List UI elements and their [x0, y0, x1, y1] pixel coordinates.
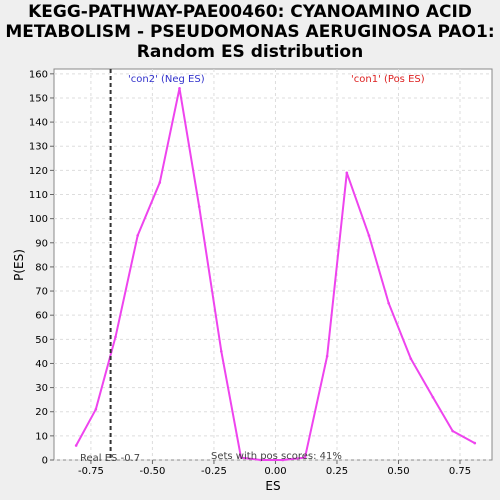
y-tick-label: 20	[35, 407, 48, 418]
data-point	[409, 357, 413, 360]
title-line-1: KEGG-PATHWAY-PAE00460: CYANOAMINO ACID	[28, 2, 472, 22]
data-point	[220, 350, 223, 353]
x-tick-label: 0.00	[264, 466, 286, 477]
data-point	[303, 456, 307, 459]
series-group	[74, 87, 477, 462]
y-tick-label: 10	[35, 431, 48, 442]
y-tick-label: 140	[29, 118, 48, 129]
pos-scores-label: Sets with pos scores: 41%	[211, 451, 342, 462]
es-distribution-line	[75, 87, 476, 461]
chart-title: KEGG-PATHWAY-PAE00460: CYANOAMINO ACID M…	[0, 2, 500, 62]
plot-area	[53, 68, 493, 461]
y-tick-label: 50	[35, 335, 48, 346]
title-line-2: METABOLISM - PSEUDOMONAS AERUGINOSA PAO1…	[5, 22, 495, 42]
data-point	[239, 456, 243, 459]
x-tick-label: -0.50	[139, 466, 165, 477]
x-tick-label: 0.25	[326, 466, 348, 477]
real-es-label: Real ES -0.7	[80, 453, 140, 464]
data-point	[451, 429, 454, 433]
data-point	[158, 181, 162, 184]
grid-lines	[54, 69, 492, 461]
data-point	[136, 234, 139, 237]
x-axis-label: ES	[265, 479, 280, 493]
y-tick-label: 90	[35, 238, 48, 249]
data-point	[431, 395, 435, 399]
x-tick-label: -0.25	[201, 466, 227, 477]
x-tick-label: -0.75	[78, 466, 104, 477]
y-tick-label: 130	[29, 142, 48, 153]
y-tick-label: 100	[29, 214, 48, 225]
data-point	[367, 234, 371, 237]
y-tick-label: 30	[35, 383, 48, 394]
y-axis: 0 10 20 30 40 50 60 70 80 90 100 110 120 130 140 150 160	[29, 69, 54, 467]
y-tick-label: 120	[29, 166, 48, 177]
data-point	[387, 301, 390, 305]
y-tick-label: 70	[35, 287, 48, 298]
data-point	[325, 354, 329, 358]
y-tick-label: 110	[29, 190, 48, 201]
y-tick-label: 160	[29, 69, 48, 80]
data-point	[178, 87, 181, 90]
data-point	[74, 444, 78, 447]
data-point	[94, 408, 98, 411]
y-tick-label: 0	[42, 456, 48, 467]
data-point	[259, 458, 262, 462]
x-tick-label: 0.50	[387, 466, 409, 477]
y-tick-label: 40	[35, 359, 48, 370]
data-point	[281, 458, 285, 462]
y-axis-label: P(ES)	[12, 249, 26, 281]
title-line-3: Random ES distribution	[136, 42, 364, 62]
y-tick-label: 80	[35, 262, 48, 273]
data-point	[114, 335, 117, 339]
y-tick-label: 60	[35, 311, 48, 322]
data-point	[345, 171, 349, 175]
pos-es-label: 'con1' (Pos ES)	[351, 74, 425, 85]
y-tick-label: 150	[29, 93, 48, 104]
data-point	[473, 441, 477, 445]
x-tick-label: 0.75	[449, 466, 471, 477]
data-point	[197, 205, 201, 208]
neg-es-label: 'con2' (Neg ES)	[128, 74, 205, 85]
